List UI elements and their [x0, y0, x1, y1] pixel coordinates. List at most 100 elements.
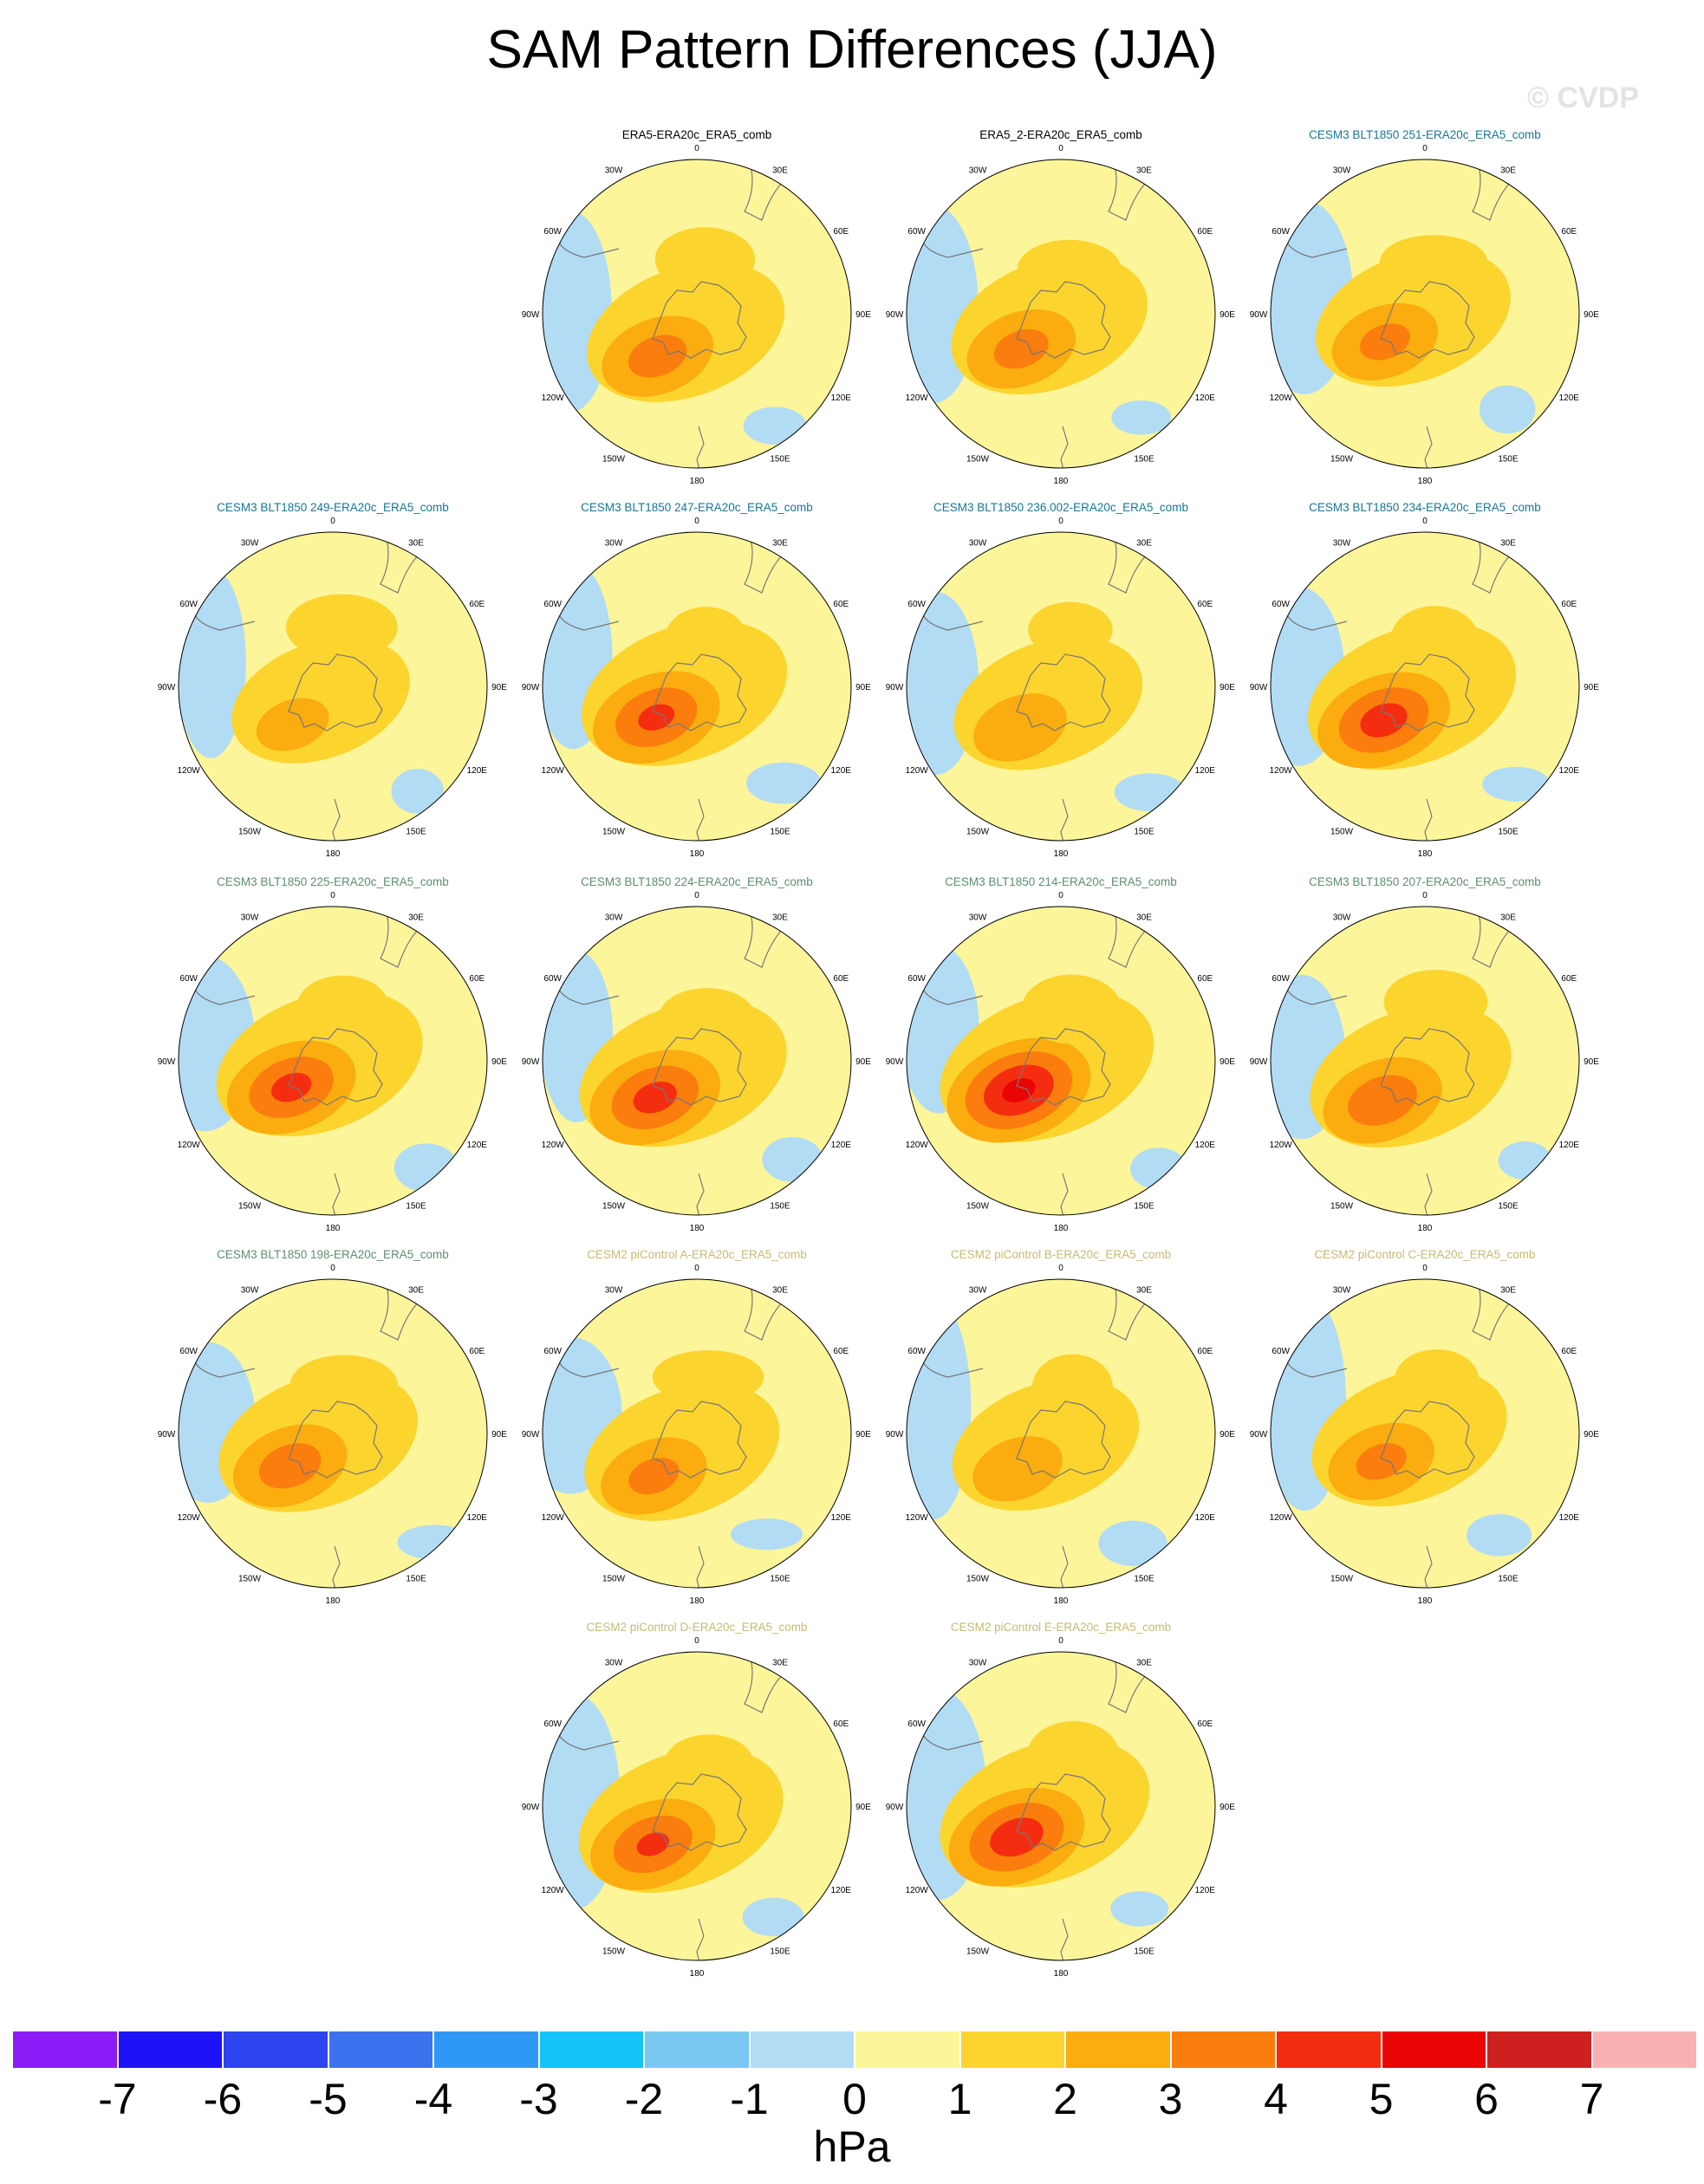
longitude-label: 150W: [602, 1201, 626, 1211]
contour-fill-positive: [1360, 703, 1408, 738]
contour-fill-positive: [1028, 601, 1113, 658]
continent-coastline: [380, 907, 420, 968]
panel-title: CESM2 piControl D-ERA20c_ERA5_comb: [586, 1621, 808, 1634]
continent-coastline: [696, 1918, 705, 1960]
longitude-label: 60W: [543, 974, 562, 984]
contour-fill-positive: [973, 693, 1067, 762]
continent-coastline: [1147, 1179, 1203, 1215]
longitude-label: 0: [694, 517, 699, 526]
colorbar-tick-label: 4: [1264, 2075, 1288, 2123]
longitude-label: 30W: [605, 166, 623, 176]
map-boundary: [542, 159, 852, 469]
contour-fill-positive: [296, 975, 389, 1038]
longitude-label: 90W: [1250, 1057, 1268, 1067]
longitude-label: 180: [1054, 1969, 1069, 1979]
longitude-label: 150W: [238, 1201, 262, 1211]
longitude-label: 30E: [1500, 539, 1516, 549]
continent-coastline: [783, 804, 839, 841]
longitude-label: 30W: [969, 1659, 987, 1668]
continent-coastline: [1511, 1179, 1567, 1215]
continent-coastline: [1424, 798, 1433, 841]
map-boundary: [906, 1278, 1216, 1589]
longitude-label: 120E: [1195, 1513, 1216, 1523]
polar-map: 0 30E 60E 90E 120E 150E 180 150W 120W 90W 60W 30W: [886, 1636, 1236, 1979]
longitude-label: 120W: [906, 1141, 929, 1150]
longitude-label: 150W: [602, 454, 626, 464]
antarctica-coastline: [1380, 281, 1475, 359]
longitude-label: 120W: [906, 1513, 929, 1523]
continent-coastline: [1511, 1551, 1567, 1588]
longitude-label: 150E: [1498, 454, 1519, 464]
continent-coastline: [783, 432, 839, 468]
longitude-label: 120W: [542, 1513, 565, 1523]
longitude-label: 120W: [906, 766, 929, 776]
longitude-label: 180: [690, 1596, 705, 1606]
longitude-label: 120W: [1270, 1141, 1293, 1150]
polar-map: 0 30E 60E 90E 120E 150E 180 150W 120W 90W 60W 30W: [1250, 144, 1600, 486]
map-panel: CESM3 BLT1850 214-ERA20c_ERA5_comb 0 30E 60…: [880, 875, 1242, 1239]
longitude-label: 60E: [1197, 1347, 1213, 1356]
longitude-label: 60W: [179, 600, 198, 609]
cvdp-watermark: © CVDP: [1527, 81, 1639, 114]
longitude-label: 0: [1058, 517, 1063, 526]
polar-map: 0 30E 60E 90E 120E 150E 180 150W 120W 90W 60W 30W: [522, 517, 872, 859]
contour-fill-negative: [1479, 385, 1536, 434]
chart-title: SAM Pattern Differences (JJA): [486, 20, 1218, 80]
longitude-label: 30E: [772, 913, 788, 923]
colorbar-tick-label: 2: [1053, 2075, 1077, 2123]
longitude-label: 120E: [831, 1886, 852, 1895]
longitude-label: 30W: [605, 539, 623, 549]
polar-map: 0 30E 60E 90E 120E 150E 180 150W 120W 90W 60W 30W: [158, 891, 508, 1233]
longitude-label: 180: [690, 1969, 705, 1979]
longitude-label: 60E: [469, 600, 485, 609]
continent-coastline: [1108, 1279, 1148, 1341]
continent-coastline: [419, 1551, 475, 1588]
contour-fill-positive: [638, 704, 675, 731]
longitude-label: 150W: [966, 454, 990, 464]
continent-coastline: [1060, 798, 1069, 841]
longitude-label: 180: [1054, 1596, 1069, 1606]
longitude-label: 60W: [179, 1347, 198, 1356]
longitude-label: 150W: [966, 827, 990, 836]
longitude-label: 90E: [855, 1803, 871, 1812]
longitude-label: 120E: [1195, 766, 1216, 776]
longitude-label: 60W: [1271, 974, 1290, 984]
longitude-label: 150W: [602, 1947, 626, 1956]
longitude-label: 120E: [831, 766, 852, 776]
longitude-label: 60W: [1271, 227, 1290, 237]
longitude-label: 90E: [1219, 1057, 1235, 1067]
longitude-label: 120E: [1195, 393, 1216, 403]
longitude-label: 150E: [406, 1201, 426, 1211]
polar-map: 0 30E 60E 90E 120E 150E 180 150W 120W 90W 60W 30W: [886, 144, 1236, 486]
antarctica-coastline: [652, 653, 747, 731]
antarctica-coastline: [1016, 281, 1111, 359]
longitude-label: 90W: [886, 1430, 904, 1440]
colorbar-tick-label: -4: [413, 2075, 453, 2123]
longitude-label: 60E: [833, 1719, 849, 1729]
longitude-label: 150E: [1134, 1574, 1154, 1583]
longitude-label: 150W: [966, 1947, 990, 1956]
longitude-label: 0: [694, 144, 699, 153]
colorbar-box: [1065, 2031, 1171, 2069]
longitude-label: 120W: [178, 1141, 201, 1150]
colorbar-box: [117, 2031, 223, 2069]
longitude-label: 30W: [1333, 539, 1351, 549]
continent-coastline: [1108, 159, 1148, 221]
continent-coastline: [1108, 532, 1148, 594]
longitude-label: 60W: [543, 1347, 562, 1356]
longitude-label: 120E: [1559, 766, 1580, 776]
longitude-label: 30W: [241, 913, 259, 923]
polar-map: 0 30E 60E 90E 120E 150E 180 150W 120W 90W 60W 30W: [158, 1264, 508, 1606]
longitude-label: 30W: [241, 1286, 259, 1296]
longitude-label: 0: [1058, 144, 1063, 153]
map-boundary: [906, 1651, 1216, 1961]
contour-fill-negative: [1111, 400, 1172, 435]
map-boundary: [906, 906, 1216, 1216]
antarctica-coastline: [1380, 1401, 1475, 1479]
longitude-label: 120E: [1195, 1886, 1216, 1895]
longitude-label: 90E: [1584, 1057, 1599, 1067]
longitude-label: 180: [690, 1224, 705, 1233]
longitude-label: 30E: [408, 1286, 424, 1296]
continent-coastline: [1060, 1173, 1069, 1215]
longitude-label: 30E: [1500, 913, 1516, 923]
